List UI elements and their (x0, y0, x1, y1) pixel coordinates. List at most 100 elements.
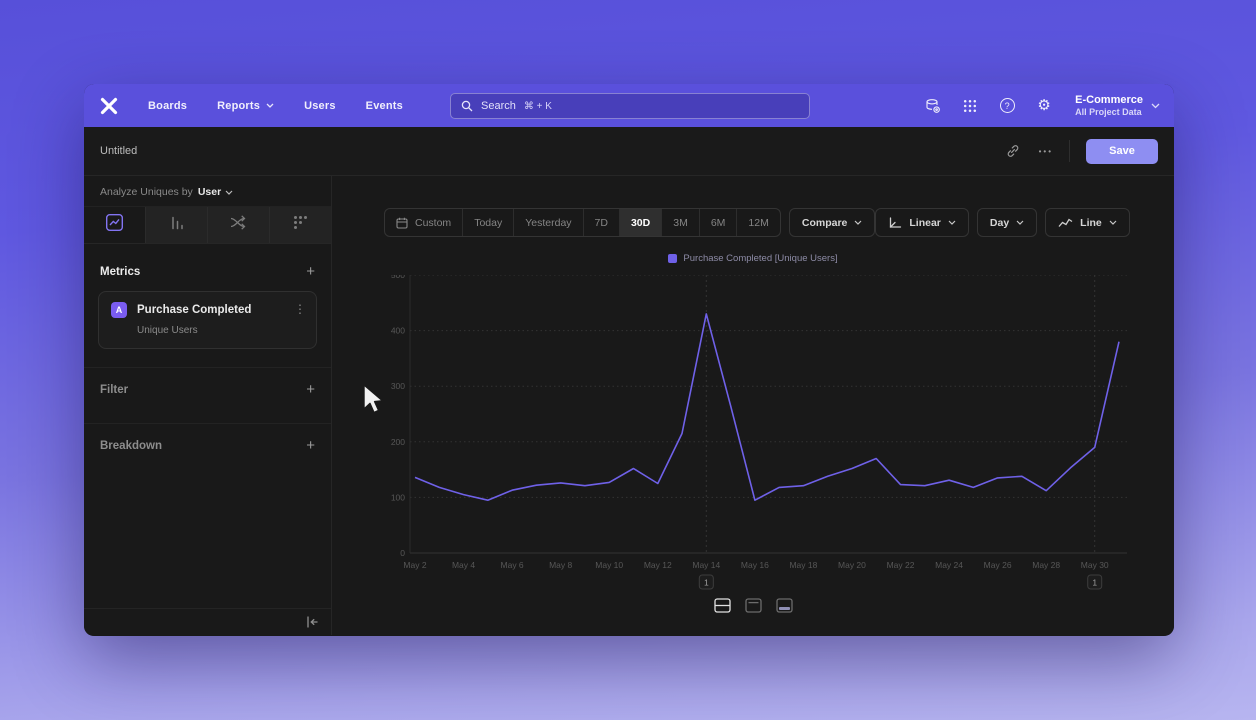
search-placeholder: Search (481, 100, 516, 112)
nav-item-reports[interactable]: Reports (217, 100, 274, 112)
toolbar-divider (1069, 140, 1070, 162)
sidebar-footer (84, 608, 331, 635)
nav-item-label: Boards (148, 99, 188, 112)
tab-flows[interactable] (207, 207, 269, 243)
nav-item-events[interactable]: Events (366, 100, 403, 112)
range-custom[interactable]: Custom (385, 209, 462, 236)
breakdown-section-header: Breakdown + (84, 424, 331, 467)
tab-retention[interactable] (269, 207, 331, 243)
metrics-title: Metrics (100, 265, 141, 278)
add-filter-button[interactable]: + (306, 381, 315, 398)
legend-series-label: Purchase Completed [Unique Users] (683, 253, 838, 264)
svg-text:May 4: May 4 (452, 560, 475, 570)
tab-funnels[interactable] (145, 207, 207, 243)
layout-split-horizontal-icon[interactable] (711, 596, 733, 615)
range-yesterday[interactable]: Yesterday (513, 209, 582, 236)
scale-dropdown[interactable]: Linear (875, 208, 969, 237)
chart-type-dropdown[interactable]: Line (1045, 208, 1130, 237)
chart-panel: Custom Today Yesterday 7D 30D 3M 6M 12M … (332, 176, 1174, 635)
svg-text:100: 100 (391, 492, 405, 502)
add-breakdown-button[interactable]: + (306, 437, 315, 454)
link-icon[interactable] (1003, 141, 1023, 161)
project-name: E-Commerce (1075, 93, 1143, 106)
granularity-dropdown[interactable]: Day (976, 208, 1038, 237)
apps-grid-icon[interactable] (961, 97, 979, 115)
search-input[interactable]: Search ⌘ + K (450, 93, 810, 119)
svg-text:May 28: May 28 (1032, 560, 1060, 570)
metric-kebab-menu-icon[interactable]: ⋮ (294, 302, 306, 316)
line-chart[interactable]: 0 100 200 300 400 500 May 2 May 4 May 6 May 8 May … (372, 270, 1134, 602)
range-12m[interactable]: 12M (736, 209, 779, 236)
svg-text:May 2: May 2 (403, 560, 426, 570)
svg-text:May 30: May 30 (1081, 560, 1109, 570)
collapse-sidebar-icon[interactable] (305, 616, 319, 628)
range-label: Yesterday (525, 216, 572, 229)
chart-type-label: Line (1080, 216, 1102, 229)
nav-menu: Boards Reports Users Events (148, 100, 403, 112)
svg-text:1: 1 (704, 578, 709, 588)
chevron-down-icon (854, 220, 862, 225)
layout-panel-top-icon[interactable] (742, 596, 764, 615)
funnels-bars-icon (168, 214, 186, 237)
nav-right-cluster: ? ⚙ E-Commerce All Project Data (924, 84, 1160, 127)
granularity-label: Day (989, 216, 1010, 229)
analyze-entity-dropdown[interactable]: User (198, 186, 233, 198)
mixpanel-x-logo-icon[interactable] (98, 95, 120, 117)
filter-title: Filter (100, 383, 129, 396)
save-button[interactable]: Save (1086, 138, 1158, 164)
scale-label: Linear (909, 216, 941, 229)
metric-badge: A (111, 302, 127, 318)
range-label: 6M (710, 216, 726, 229)
breakdown-title: Breakdown (100, 439, 162, 452)
nav-item-label: Events (365, 99, 403, 112)
metric-event-name: Purchase Completed (137, 304, 252, 316)
data-management-icon[interactable] (924, 97, 942, 115)
analyze-label: Analyze Uniques by (100, 186, 193, 198)
nav-item-users[interactable]: Users (304, 100, 336, 112)
range-30d-selected[interactable]: 30D (618, 209, 662, 236)
svg-text:200: 200 (391, 437, 405, 447)
report-body: Analyze Uniques by User (84, 176, 1174, 635)
help-icon[interactable]: ? (998, 97, 1016, 115)
project-switcher[interactable]: E-Commerce All Project Data (1075, 93, 1160, 117)
metric-measurement[interactable]: Unique Users (137, 325, 198, 336)
svg-text:May 18: May 18 (789, 560, 817, 570)
report-title[interactable]: Untitled (100, 145, 138, 157)
metric-card-row: A Purchase Completed (111, 302, 304, 318)
svg-text:0: 0 (400, 548, 405, 558)
top-nav: Boards Reports Users Events Search ⌘ + K (84, 84, 1174, 127)
svg-text:May 26: May 26 (984, 560, 1012, 570)
tab-insights[interactable] (84, 207, 145, 243)
compare-button[interactable]: Compare (788, 208, 876, 237)
sidebar-divider (84, 423, 331, 424)
range-7d[interactable]: 7D (582, 209, 619, 236)
settings-gear-icon[interactable]: ⚙ (1035, 97, 1053, 115)
calendar-icon (396, 217, 408, 229)
analyze-row: Analyze Uniques by User (84, 176, 331, 206)
nav-item-boards[interactable]: Boards (148, 100, 187, 112)
gear-glyph: ⚙ (1037, 97, 1051, 114)
svg-text:May 14: May 14 (692, 560, 720, 570)
date-range-group: Custom Today Yesterday 7D 30D 3M 6M 12M (384, 208, 781, 237)
svg-text:May 16: May 16 (741, 560, 769, 570)
legend-swatch (668, 254, 678, 263)
range-today[interactable]: Today (462, 209, 513, 236)
svg-text:May 20: May 20 (838, 560, 866, 570)
layout-panel-bottom-icon[interactable] (773, 596, 795, 615)
svg-text:1: 1 (1092, 578, 1097, 588)
chevron-down-icon (948, 220, 956, 225)
flows-icon (229, 214, 248, 236)
linear-axis-icon (888, 216, 902, 229)
more-options-button[interactable]: ••• (1038, 146, 1053, 156)
range-3m[interactable]: 3M (661, 209, 699, 236)
svg-text:500: 500 (391, 275, 405, 280)
display-controls: Linear Day Line (875, 208, 1130, 237)
report-toolbar: Untitled ••• Save (84, 127, 1174, 176)
chevron-down-icon (1109, 220, 1117, 225)
add-metric-button[interactable]: + (306, 263, 315, 280)
line-chart-icon (1058, 218, 1073, 228)
report-type-tabs (84, 206, 331, 244)
metric-card[interactable]: A Purchase Completed ⋮ Unique Users (98, 291, 317, 349)
range-6m[interactable]: 6M (698, 209, 737, 236)
sidebar-divider (84, 367, 331, 368)
